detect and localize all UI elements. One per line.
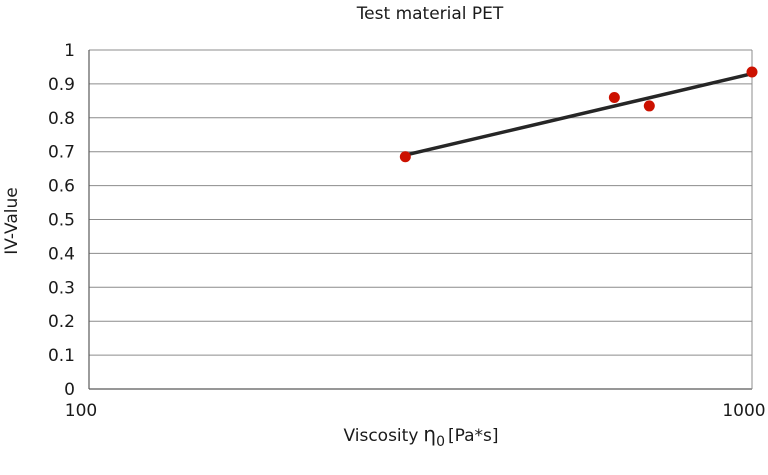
x-tick-label: 100 bbox=[65, 401, 97, 421]
y-tick-label: 0.1 bbox=[48, 346, 75, 366]
x-axis-subscript: 0 bbox=[436, 434, 445, 450]
y-tick-label: 0.8 bbox=[48, 109, 75, 129]
y-axis-title: IV-Value bbox=[2, 187, 22, 254]
data-point bbox=[399, 151, 411, 163]
y-tick-label: 0.7 bbox=[48, 143, 75, 163]
x-axis-unit: [Pa*s] bbox=[448, 426, 499, 446]
grid-lines bbox=[89, 49, 752, 356]
y-tick-label: 0.3 bbox=[48, 278, 75, 298]
y-tick-label: 0.2 bbox=[48, 312, 75, 332]
data-point bbox=[746, 66, 758, 78]
data-point bbox=[643, 100, 655, 112]
axes bbox=[88, 50, 753, 390]
y-tick-label: 0.5 bbox=[48, 211, 75, 231]
x-tick-labels: 100 1000 bbox=[65, 401, 766, 421]
x-tick-label: 1000 bbox=[722, 401, 765, 421]
x-axis-label-text: Viscosity bbox=[343, 426, 418, 446]
trendline bbox=[403, 71, 754, 157]
y-tick-label: 0.4 bbox=[48, 244, 75, 264]
trendline-group bbox=[403, 71, 754, 157]
y-tick-label: 0.6 bbox=[48, 177, 75, 197]
y-tick-label: 1 bbox=[64, 41, 75, 61]
chart-title: Test material PET bbox=[356, 4, 504, 24]
data-point bbox=[608, 91, 620, 103]
x-axis-title: Viscosity η0 [Pa*s] bbox=[343, 422, 498, 450]
y-tick-label: 0.9 bbox=[48, 75, 75, 95]
x-axis-eta-symbol: η bbox=[423, 422, 436, 446]
y-tick-label: 0 bbox=[64, 380, 75, 400]
data-points bbox=[399, 66, 758, 163]
y-tick-labels: 0 0.1 0.2 0.3 0.4 0.5 0.6 0.7 0.8 0.9 1 bbox=[48, 41, 75, 400]
